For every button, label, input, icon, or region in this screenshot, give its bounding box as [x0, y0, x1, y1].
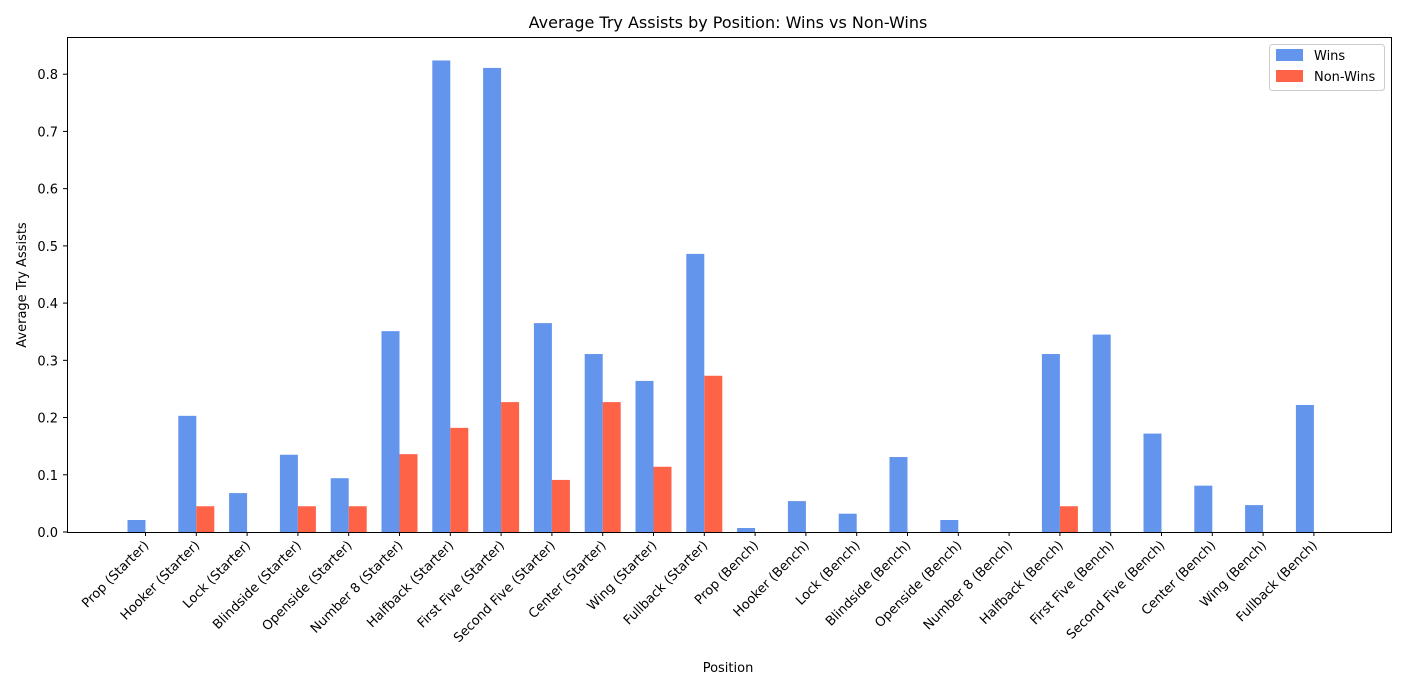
x-axis-label: Position	[703, 661, 754, 676]
x-tick-label: Second Five (Starter)	[451, 538, 559, 646]
x-axis: Prop (Starter)Hooker (Starter)Lock (Star…	[79, 532, 1321, 646]
y-axis-label: Average Try Assists	[15, 222, 30, 348]
bar-wins-23	[1295, 404, 1314, 532]
bar-wins-10	[635, 380, 654, 532]
bar-wins-2	[229, 493, 248, 532]
x-tick-label: Second Five (Bench)	[1064, 538, 1168, 642]
bar-wins-16	[940, 519, 959, 532]
y-tick-label: 0.1	[37, 469, 58, 484]
x-tick-label: First Five (Starter)	[415, 538, 508, 631]
bar-wins-0	[127, 519, 146, 532]
bar-wins-18	[1041, 354, 1060, 532]
x-tick-label: Blindside (Starter)	[210, 538, 305, 633]
x-tick-label: Fullback (Starter)	[621, 538, 711, 628]
legend: Wins Non-Wins	[1269, 44, 1385, 91]
bar-non-wins-9	[602, 402, 621, 532]
y-tick-label: 0.2	[37, 412, 58, 427]
y-tick-label: 0.8	[37, 68, 58, 83]
bar-wins-7	[483, 67, 502, 533]
plot-frame	[67, 37, 1392, 533]
bar-non-wins-1	[196, 506, 215, 532]
bar-wins-5	[381, 331, 400, 532]
bar-wins-19	[1092, 334, 1111, 532]
bar-wins-20	[1143, 433, 1162, 532]
legend-swatch-non-wins	[1276, 70, 1303, 82]
bar-wins-8	[533, 323, 552, 532]
bar-non-wins-5	[399, 454, 418, 532]
y-tick-label: 0.5	[37, 240, 58, 255]
x-tick-label: Openside (Bench)	[872, 538, 965, 631]
bar-wins-12	[737, 527, 756, 532]
bar-wins-11	[686, 253, 705, 532]
bar-wins-21	[1194, 485, 1213, 532]
bar-non-wins-7	[501, 402, 520, 532]
legend-swatch-wins	[1276, 49, 1303, 61]
bar-wins-3	[279, 454, 298, 532]
bar-wins-6	[432, 60, 451, 533]
bar-non-wins-3	[297, 506, 316, 532]
bar-wins-15	[889, 457, 908, 532]
bar-wins-22	[1245, 505, 1264, 532]
y-tick-label: 0.4	[37, 297, 58, 312]
bar-non-wins-10	[653, 466, 672, 532]
y-tick-label: 0.6	[37, 183, 58, 198]
bar-non-wins-6	[450, 427, 469, 532]
legend-label-wins: Wins	[1314, 49, 1345, 64]
legend-label-non-wins: Non-Wins	[1314, 70, 1376, 85]
x-tick-label: Openside (Starter)	[260, 538, 356, 634]
bar-non-wins-11	[704, 375, 723, 532]
bar-wins-13	[787, 501, 806, 532]
y-tick-label: 0.3	[37, 354, 58, 369]
y-tick-label: 0.0	[37, 526, 58, 541]
bar-wins-9	[584, 354, 603, 532]
y-tick-label: 0.7	[37, 125, 58, 140]
bar-non-wins-4	[348, 506, 367, 532]
x-tick-label: First Five (Bench)	[1028, 538, 1118, 628]
y-axis: 0.0 0.1 0.2 0.3 0.4 0.5 0.6 0.7 0.8	[37, 68, 67, 541]
bar-wins-1	[178, 415, 197, 532]
bar-non-wins-18	[1059, 506, 1078, 532]
x-tick-label: Number 8 (Starter)	[308, 538, 406, 636]
x-tick-label: Blindside (Bench)	[823, 538, 914, 629]
bar-non-wins-8	[551, 479, 570, 532]
bar-wins-14	[838, 513, 857, 532]
bar-wins-4	[330, 478, 349, 532]
chart-title: Average Try Assists by Position: Wins vs…	[529, 13, 928, 32]
x-tick-label: Halfback (Starter)	[364, 538, 457, 631]
x-tick-label: Number 8 (Bench)	[921, 538, 1016, 633]
bars-group	[127, 60, 1314, 533]
